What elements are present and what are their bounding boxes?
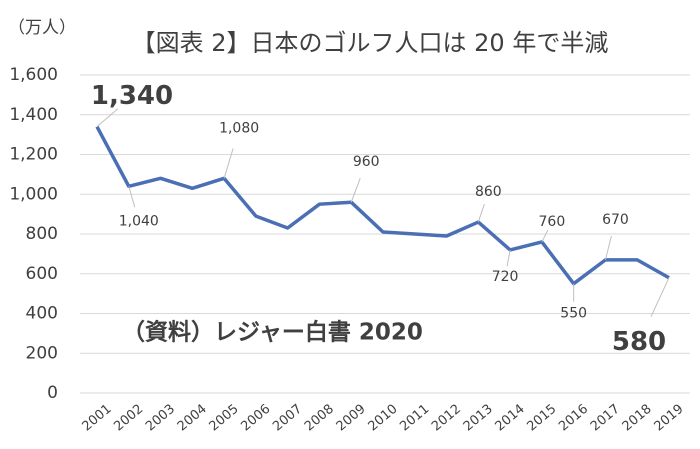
x-tick-label: 2010 — [366, 402, 401, 435]
y-tick-label: 200 — [26, 343, 58, 363]
y-tick-label: 400 — [26, 304, 58, 324]
data-label: 860 — [475, 184, 502, 200]
x-tick-label: 2007 — [270, 402, 305, 435]
x-tick-label: 2019 — [652, 402, 687, 435]
x-tick-label: 2004 — [175, 402, 210, 435]
x-tick-label: 2009 — [334, 402, 369, 435]
x-tick-label: 2006 — [238, 402, 273, 435]
leader-line — [477, 203, 485, 223]
x-tick-label: 2008 — [302, 402, 337, 435]
y-tick-label: 1,000 — [9, 184, 58, 204]
leader-line — [128, 186, 136, 208]
y-tick-label: 0 — [47, 383, 58, 403]
x-tick-label: 2015 — [524, 402, 559, 435]
x-tick-label: 2013 — [461, 402, 496, 435]
x-tick-label: 2003 — [143, 402, 178, 435]
x-tick-label: 2017 — [588, 402, 623, 435]
y-axis-label: （万人） — [8, 18, 76, 38]
data-label: 760 — [539, 214, 566, 230]
data-label: 960 — [353, 154, 380, 170]
data-label: 720 — [492, 269, 519, 285]
data-label: 670 — [602, 212, 629, 228]
leader-line — [350, 178, 361, 203]
data-label: 580 — [612, 327, 666, 357]
y-tick-label: 800 — [26, 224, 58, 244]
leader-line — [541, 229, 549, 243]
x-tick-label: 2001 — [80, 402, 115, 435]
x-tick-label: 2014 — [493, 402, 528, 435]
x-tick-label: 2011 — [397, 402, 432, 435]
data-label: 550 — [560, 306, 587, 322]
x-tick-label: 2012 — [429, 402, 464, 435]
leader-line — [650, 277, 670, 317]
y-tick-label: 600 — [26, 264, 58, 284]
chart-title: 【図表 2】日本のゴルフ人口は 20 年で半減 — [132, 29, 609, 57]
x-tick-label: 2005 — [207, 402, 242, 435]
y-tick-label: 1,600 — [9, 65, 58, 85]
x-tick-label: 2002 — [111, 402, 146, 435]
leader-line — [96, 108, 119, 128]
y-tick-label: 1,400 — [9, 105, 58, 125]
y-tick-label: 1,200 — [9, 145, 58, 165]
leader-line — [223, 148, 234, 179]
leader-line — [506, 249, 511, 267]
x-tick-label: 2016 — [556, 402, 591, 435]
annotation: （資料）レジャー白書 2020 — [122, 319, 423, 346]
leader-line — [604, 235, 612, 260]
data-line — [95, 125, 670, 286]
x-tick-label: 2018 — [620, 402, 655, 435]
data-label: 1,080 — [219, 120, 259, 136]
data-label: 1,340 — [91, 81, 173, 111]
data-label: 1,040 — [119, 213, 159, 229]
